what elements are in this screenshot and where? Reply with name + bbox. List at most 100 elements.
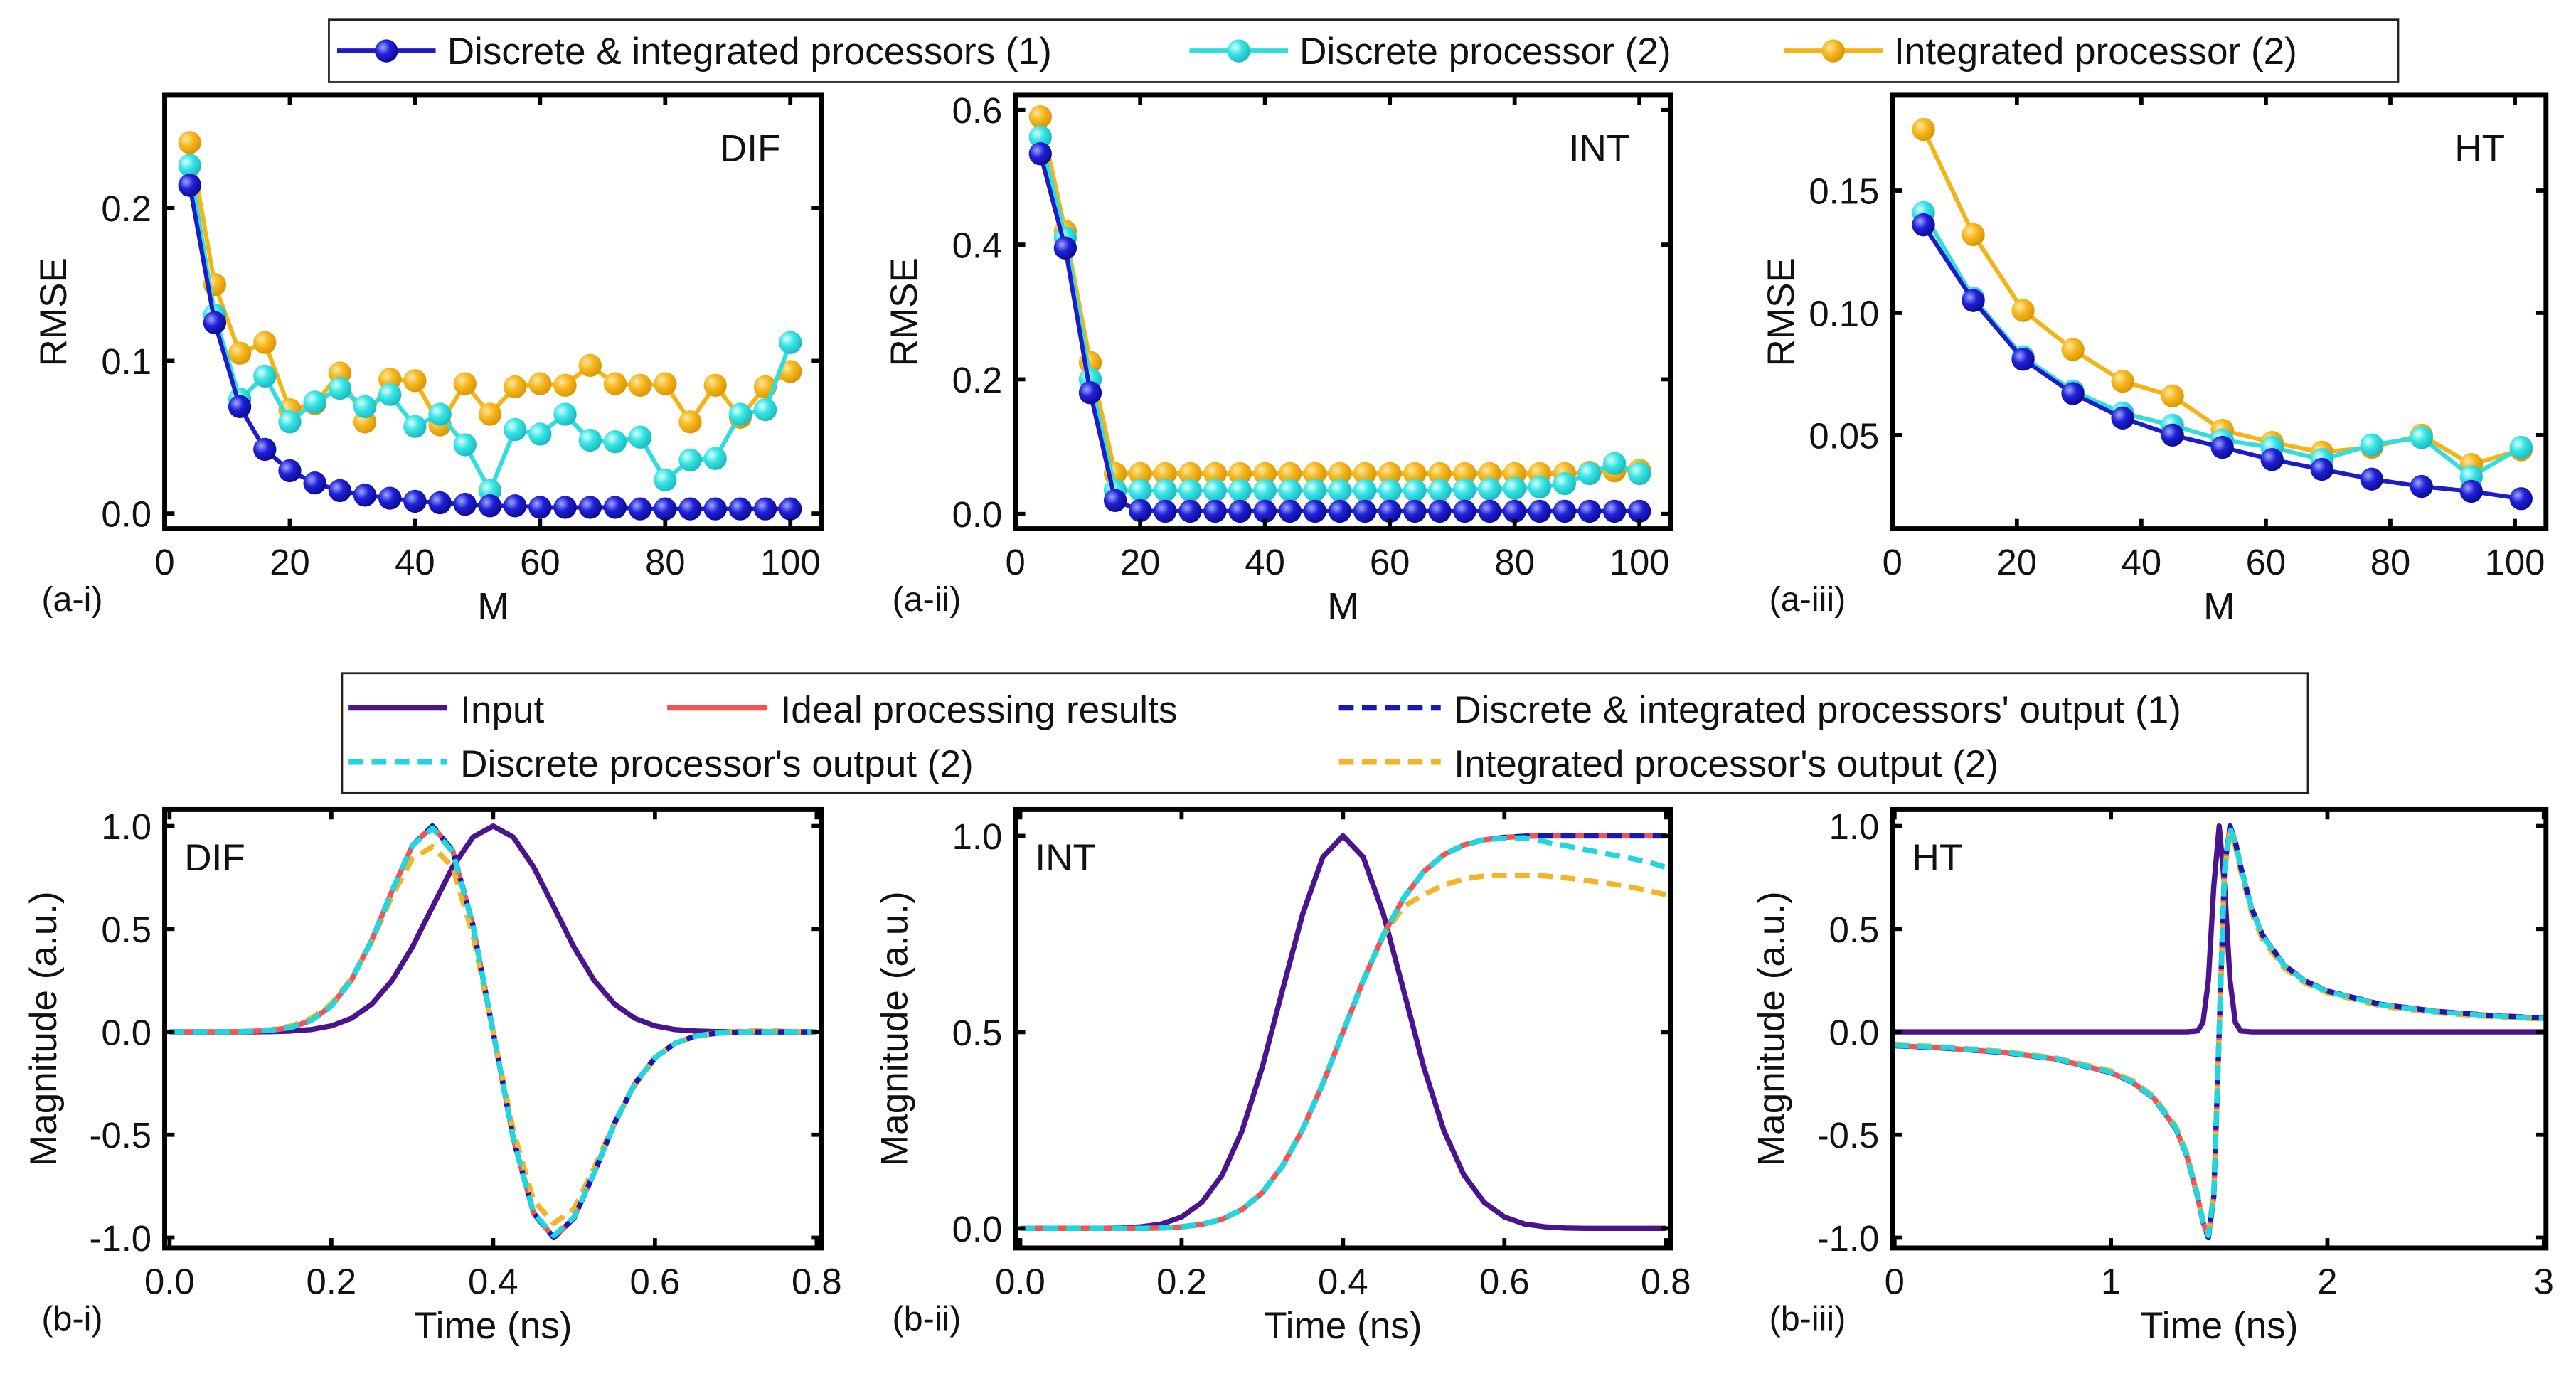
data-point-integrated-processor-2	[2161, 384, 2184, 408]
data-point-discrete-integrated-processors-1	[1278, 499, 1302, 523]
y-tick-label: 0.6	[952, 90, 1003, 131]
plot-area	[1028, 105, 1651, 523]
data-point-discrete-processor-2	[303, 390, 326, 414]
data-point-integrated-processor-2	[1912, 117, 1935, 142]
x-tick-label: 100	[2485, 542, 2545, 582]
data-point-discrete-integrated-processors-1	[428, 491, 452, 515]
data-point-discrete-integrated-processors-1	[1078, 381, 1102, 405]
data-point-discrete-integrated-processors-1	[1553, 499, 1577, 523]
data-point-discrete-integrated-processors-1	[1178, 499, 1202, 523]
x-axis-label: Time (ns)	[1264, 1305, 1422, 1347]
legend-marker	[1821, 39, 1845, 63]
data-point-discrete-processor-2	[453, 433, 477, 457]
data-point-integrated-processor-2	[2061, 338, 2085, 361]
data-point-integrated-processor-2	[603, 372, 627, 395]
x-tick-label: 0	[154, 542, 174, 582]
bottom-legend-frame	[341, 672, 2309, 794]
data-point-integrated-processor-2	[578, 353, 602, 378]
data-point-integrated-processor-2	[253, 331, 277, 354]
series-line-discrete-processor-2	[1038, 136, 1641, 493]
data-point-integrated-processor-2	[528, 372, 552, 395]
x-tick-label: 0.0	[144, 1262, 195, 1302]
data-point-discrete-processor-2	[1154, 479, 1177, 502]
data-point-discrete-integrated-processors-1	[1962, 289, 1985, 312]
data-point-discrete-processor-2	[703, 447, 727, 470]
data-point-integrated-processor-2	[1378, 462, 1402, 486]
data-point-discrete-integrated-processors-1	[553, 496, 577, 519]
data-point-discrete-integrated-processors-1	[403, 489, 427, 513]
data-point-discrete-integrated-processors-1	[353, 484, 377, 507]
data-point-discrete-integrated-processors-1	[528, 496, 552, 519]
data-point-discrete-processor-2	[503, 417, 527, 442]
panel-label: (a-iii)	[1769, 580, 1846, 619]
data-point-integrated-processor-2	[403, 369, 427, 393]
legend-label-integrated-output: Integrated processor's output (2)	[1454, 743, 1998, 785]
plot-area	[1020, 833, 1667, 1232]
data-point-discrete-processor-2	[578, 428, 602, 452]
x-axis-label: M	[1327, 586, 1358, 628]
top-legend: Discrete & integrated processors (1) Dis…	[328, 18, 2400, 83]
data-point-integrated-processor-2	[1353, 462, 1377, 486]
data-point-discrete-processor-2	[403, 415, 427, 438]
chart-panel-2: 0 20 40 60 80 100 0.0 0.2 0.4 0.6 M RMSE (a-ii) INT	[883, 90, 1673, 628]
data-point-discrete-processor-2	[1278, 479, 1302, 502]
panel-annotation: INT	[1035, 837, 1096, 879]
x-tick-label: 20	[1997, 542, 2038, 582]
data-point-discrete-integrated-processors-1	[2459, 479, 2483, 503]
y-tick-label: 0.0	[952, 494, 1003, 535]
data-point-discrete-processor-2	[753, 398, 777, 422]
legend-marker	[1227, 39, 1250, 63]
legend-label: Discrete processor (2)	[1299, 31, 1671, 73]
data-point-discrete-processor-2	[1353, 479, 1377, 502]
data-point-integrated-processor-2	[178, 131, 201, 154]
x-tick-label: 0.8	[1641, 1262, 1691, 1302]
panel-annotation: DIF	[184, 837, 245, 879]
panel-annotation: INT	[1569, 127, 1630, 169]
data-point-discrete-integrated-processors-1	[1528, 499, 1551, 523]
data-point-integrated-processor-2	[228, 341, 252, 365]
data-point-discrete-integrated-processors-1	[253, 437, 277, 462]
y-axis-label: Magnitude (a.u.)	[873, 891, 915, 1166]
y-tick-label: 0.2	[952, 360, 1003, 400]
data-point-discrete-integrated-processors-1	[603, 496, 627, 519]
data-point-discrete-processor-2	[2360, 433, 2383, 457]
panel-label: (b-iii)	[1769, 1299, 1846, 1338]
data-point-integrated-processor-2	[1962, 223, 1985, 247]
data-point-discrete-integrated-processors-1	[2509, 487, 2533, 511]
data-point-discrete-processor-2	[278, 410, 302, 434]
x-tick-label: 40	[2122, 542, 2162, 582]
data-point-discrete-processor-2	[628, 425, 652, 449]
data-point-integrated-processor-2	[1303, 462, 1327, 486]
x-axis-label: Time (ns)	[414, 1305, 572, 1347]
series-line-integrated-processor-s-output-2	[169, 843, 817, 1226]
y-tick-label: 1.0	[101, 806, 151, 847]
data-point-discrete-integrated-processors-1	[1154, 499, 1177, 523]
chart-panel-1: 0 20 40 60 80 100 0.0 0.1 0.2 M RMSE (a-i) DIF	[33, 92, 824, 628]
legend-item-discrete: Discrete processor (2)	[1189, 31, 1671, 73]
data-point-discrete-integrated-processors-1	[728, 497, 752, 521]
data-point-discrete-integrated-processors-1	[1103, 489, 1127, 512]
panel-label: (a-ii)	[892, 580, 961, 619]
series-line-integrated-processor-s-output-2	[1020, 872, 1667, 1232]
data-point-discrete-processor-2	[2509, 435, 2533, 459]
plot-area	[169, 823, 817, 1241]
data-point-discrete-integrated-processors-1	[278, 459, 302, 483]
data-point-discrete-integrated-processors-1	[1478, 499, 1501, 523]
x-tick-label: 0.4	[468, 1262, 518, 1302]
legend-label-discrete-output: Discrete processor's output (2)	[460, 743, 973, 785]
data-point-discrete-processor-2	[1328, 479, 1352, 502]
data-point-integrated-processor-2	[453, 372, 477, 395]
data-point-discrete-processor-2	[1403, 479, 1427, 502]
data-point-discrete-processor-2	[1627, 462, 1651, 486]
x-tick-label: 0.8	[792, 1262, 842, 1302]
panel-annotation: HT	[1912, 837, 1962, 879]
data-point-discrete-integrated-processors-1	[328, 479, 352, 503]
x-tick-label: 0.4	[1318, 1262, 1368, 1302]
data-point-discrete-integrated-processors-1	[2410, 474, 2433, 498]
x-tick-label: 80	[2370, 542, 2411, 582]
series-line-discrete-integrated-processors-1	[1038, 153, 1640, 513]
data-point-discrete-integrated-processors-1	[703, 497, 727, 521]
data-point-discrete-integrated-processors-1	[2210, 435, 2234, 459]
data-point-discrete-integrated-processors-1	[1253, 499, 1277, 523]
